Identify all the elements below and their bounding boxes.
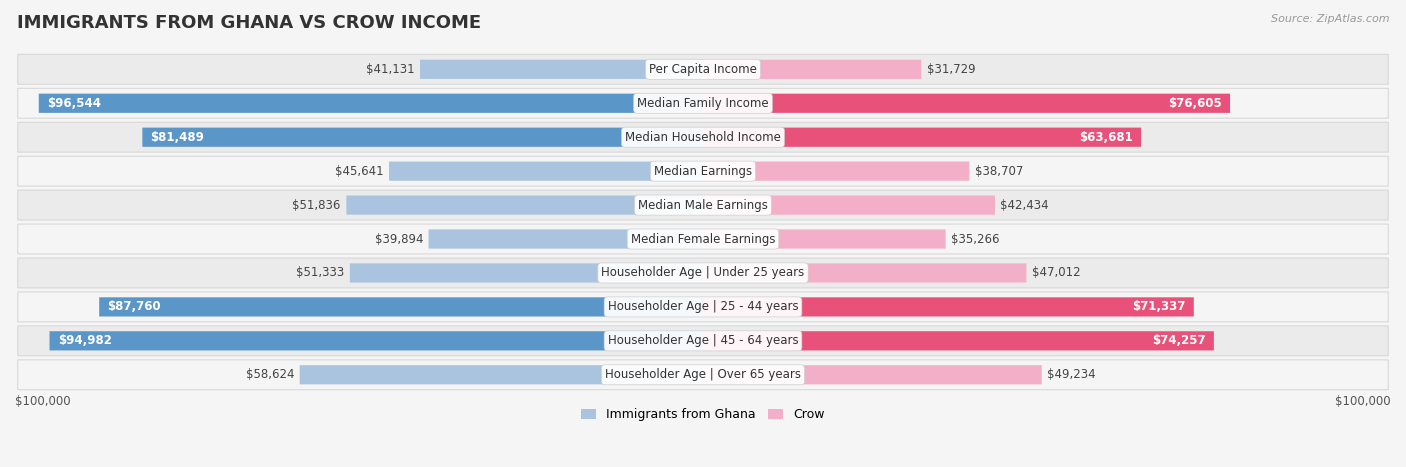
FancyBboxPatch shape — [18, 360, 1388, 390]
Text: $58,624: $58,624 — [246, 368, 294, 381]
FancyBboxPatch shape — [18, 122, 1388, 152]
Text: Householder Age | 25 - 44 years: Householder Age | 25 - 44 years — [607, 300, 799, 313]
Text: $81,489: $81,489 — [150, 131, 204, 144]
Text: $38,707: $38,707 — [974, 165, 1024, 177]
Text: Per Capita Income: Per Capita Income — [650, 63, 756, 76]
FancyBboxPatch shape — [703, 297, 1194, 317]
FancyBboxPatch shape — [18, 190, 1388, 220]
Text: $94,982: $94,982 — [58, 334, 111, 347]
Text: $51,333: $51,333 — [297, 267, 344, 279]
FancyBboxPatch shape — [346, 196, 703, 215]
Text: $51,836: $51,836 — [292, 198, 340, 212]
FancyBboxPatch shape — [100, 297, 703, 317]
Text: $47,012: $47,012 — [1032, 267, 1081, 279]
Legend: Immigrants from Ghana, Crow: Immigrants from Ghana, Crow — [576, 403, 830, 426]
FancyBboxPatch shape — [18, 258, 1388, 288]
Text: $96,544: $96,544 — [46, 97, 101, 110]
Text: $76,605: $76,605 — [1168, 97, 1222, 110]
Text: $87,760: $87,760 — [107, 300, 162, 313]
FancyBboxPatch shape — [703, 365, 1042, 384]
Text: Median Male Earnings: Median Male Earnings — [638, 198, 768, 212]
FancyBboxPatch shape — [142, 127, 703, 147]
Text: $71,337: $71,337 — [1132, 300, 1185, 313]
Text: IMMIGRANTS FROM GHANA VS CROW INCOME: IMMIGRANTS FROM GHANA VS CROW INCOME — [17, 14, 481, 32]
Text: Source: ZipAtlas.com: Source: ZipAtlas.com — [1271, 14, 1389, 24]
Text: $35,266: $35,266 — [950, 233, 1000, 246]
Text: $42,434: $42,434 — [1001, 198, 1049, 212]
Text: Median Household Income: Median Household Income — [626, 131, 780, 144]
Text: $41,131: $41,131 — [366, 63, 415, 76]
Text: Median Family Income: Median Family Income — [637, 97, 769, 110]
FancyBboxPatch shape — [429, 229, 703, 248]
FancyBboxPatch shape — [39, 94, 703, 113]
FancyBboxPatch shape — [350, 263, 703, 283]
FancyBboxPatch shape — [703, 162, 969, 181]
Text: $45,641: $45,641 — [335, 165, 384, 177]
FancyBboxPatch shape — [18, 326, 1388, 356]
Text: Householder Age | Under 25 years: Householder Age | Under 25 years — [602, 267, 804, 279]
FancyBboxPatch shape — [389, 162, 703, 181]
Text: $100,000: $100,000 — [1336, 395, 1391, 408]
Text: Median Female Earnings: Median Female Earnings — [631, 233, 775, 246]
FancyBboxPatch shape — [420, 60, 703, 79]
FancyBboxPatch shape — [703, 127, 1142, 147]
FancyBboxPatch shape — [703, 263, 1026, 283]
FancyBboxPatch shape — [18, 292, 1388, 322]
Text: $74,257: $74,257 — [1152, 334, 1205, 347]
Text: $39,894: $39,894 — [374, 233, 423, 246]
Text: $31,729: $31,729 — [927, 63, 976, 76]
Text: Householder Age | 45 - 64 years: Householder Age | 45 - 64 years — [607, 334, 799, 347]
FancyBboxPatch shape — [18, 54, 1388, 84]
FancyBboxPatch shape — [703, 94, 1230, 113]
FancyBboxPatch shape — [299, 365, 703, 384]
Text: $63,681: $63,681 — [1080, 131, 1133, 144]
Text: Householder Age | Over 65 years: Householder Age | Over 65 years — [605, 368, 801, 381]
Text: $49,234: $49,234 — [1047, 368, 1095, 381]
FancyBboxPatch shape — [703, 331, 1213, 350]
Text: Median Earnings: Median Earnings — [654, 165, 752, 177]
FancyBboxPatch shape — [18, 88, 1388, 118]
FancyBboxPatch shape — [18, 224, 1388, 254]
FancyBboxPatch shape — [703, 196, 995, 215]
FancyBboxPatch shape — [703, 229, 946, 248]
FancyBboxPatch shape — [703, 60, 921, 79]
FancyBboxPatch shape — [18, 156, 1388, 186]
Text: $100,000: $100,000 — [15, 395, 70, 408]
FancyBboxPatch shape — [49, 331, 703, 350]
